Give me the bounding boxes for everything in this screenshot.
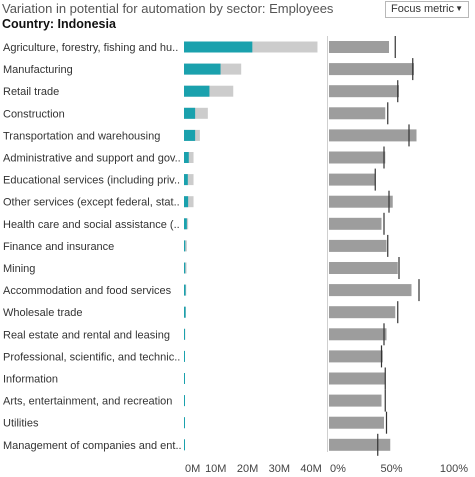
potential-bar[interactable] (329, 63, 414, 76)
potential-bar[interactable] (329, 262, 398, 274)
sector-label: Construction (3, 108, 65, 120)
employees-automatable-bar[interactable] (184, 395, 185, 407)
focus-metric-label: Focus metric (391, 3, 454, 15)
potential-bar[interactable] (329, 195, 393, 208)
potential-axis-tick-label: 0% (330, 463, 346, 475)
employees-total-bar[interactable] (184, 174, 194, 186)
potential-bar[interactable] (329, 328, 387, 341)
sector-label: Manufacturing (3, 64, 73, 76)
potential-bar[interactable] (329, 151, 386, 164)
country-subtitle: Country: Indonesia (2, 17, 116, 31)
potential-bar[interactable] (329, 107, 386, 120)
employees-automatable-bar[interactable] (184, 63, 221, 75)
potential-bar[interactable] (329, 85, 399, 98)
sector-label: Retail trade (3, 86, 59, 98)
caret-down-icon: ▼ (455, 4, 463, 13)
potential-axis-tick-label: 50% (380, 463, 402, 475)
potential-bar[interactable] (329, 350, 383, 363)
sector-label: Arts, entertainment, and recreation (3, 396, 172, 408)
employees-automatable-bar[interactable] (184, 129, 196, 141)
sector-label: Accommodation and food services (3, 285, 172, 297)
sector-label: Other services (except federal, stat.. (3, 197, 180, 209)
potential-bar[interactable] (329, 284, 412, 297)
employees-automatable-bar[interactable] (184, 107, 196, 119)
potential-bar[interactable] (329, 173, 376, 186)
sector-label: Information (3, 374, 58, 386)
potential-bar[interactable] (329, 416, 384, 429)
potential-axis-tick-label: 100% (440, 463, 468, 475)
employees-automatable-bar[interactable] (184, 284, 186, 296)
employees-automatable-bar[interactable] (184, 350, 185, 362)
sector-label: Finance and insurance (3, 241, 114, 253)
employees-automatable-bar[interactable] (184, 240, 186, 252)
potential-bar[interactable] (329, 239, 387, 252)
employees-automatable-bar[interactable] (184, 41, 253, 53)
potential-bar[interactable] (329, 394, 382, 407)
sector-label: Utilities (3, 418, 39, 430)
employees-automatable-bar[interactable] (184, 306, 186, 318)
employees-automatable-bar[interactable] (184, 85, 210, 97)
employees-axis-tick-label: 10M (205, 463, 226, 475)
focus-metric-dropdown[interactable]: Focus metric ▼ (385, 1, 469, 18)
employees-total-bar[interactable] (184, 107, 208, 119)
sector-label: Wholesale trade (3, 307, 83, 319)
employees-automatable-bar[interactable] (184, 439, 185, 451)
employees-total-bar[interactable] (184, 240, 187, 252)
employees-automatable-bar[interactable] (184, 152, 189, 163)
sector-label: Professional, scientific, and technic.. (3, 351, 180, 363)
sector-label: Administrative and support and gov.. (3, 153, 181, 165)
chart-title: Variation in potential for automation by… (2, 1, 334, 16)
employees-axis-tick-label: 30M (269, 463, 290, 475)
potential-bar[interactable] (329, 438, 391, 451)
employees-total-bar[interactable] (184, 196, 194, 208)
sector-label: Health care and social assistance (.. (3, 219, 180, 231)
sector-label: Management of companies and ent.. (3, 440, 182, 452)
sector-label: Mining (3, 263, 35, 275)
employees-automatable-bar[interactable] (184, 417, 185, 429)
potential-bar[interactable] (329, 129, 417, 142)
sector-label: Educational services (including priv.. (3, 175, 180, 187)
employees-axis-tick-label: 0M (185, 463, 200, 475)
employees-automatable-bar[interactable] (184, 174, 188, 186)
sector-label: Agriculture, forestry, fishing and hu.. (3, 42, 178, 54)
employees-axis-tick-label: 40M (300, 463, 321, 475)
sector-label: Real estate and rental and leasing (3, 329, 170, 341)
employees-automatable-bar[interactable] (184, 218, 187, 230)
potential-bar[interactable] (329, 217, 382, 230)
employees-automatable-bar[interactable] (184, 262, 186, 274)
employees-axis-tick-label: 20M (237, 463, 258, 475)
employees-automatable-bar[interactable] (184, 328, 185, 340)
potential-bar[interactable] (329, 41, 389, 53)
potential-bar[interactable] (329, 372, 386, 385)
employees-automatable-bar[interactable] (184, 373, 185, 384)
sector-label: Transportation and warehousing (3, 130, 160, 142)
potential-bar[interactable] (329, 306, 396, 319)
employees-automatable-bar[interactable] (184, 196, 189, 208)
